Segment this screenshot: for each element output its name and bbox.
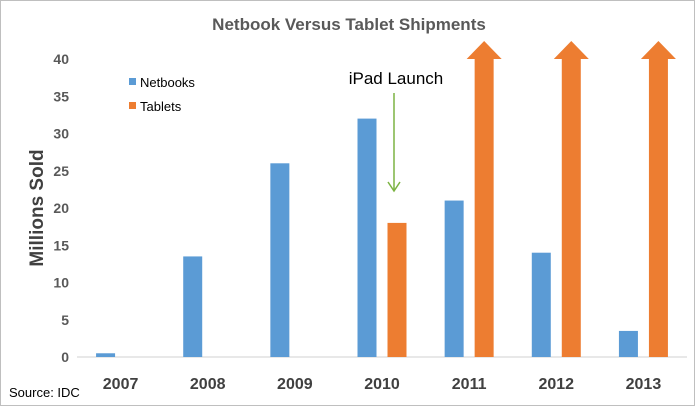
bar-netbooks-2012 bbox=[531, 252, 551, 357]
y-tick-label: 15 bbox=[53, 237, 69, 253]
legend-swatch-tablets bbox=[129, 102, 136, 109]
bar-netbooks-2008 bbox=[183, 256, 203, 357]
y-tick-label: 5 bbox=[61, 312, 69, 328]
x-tick-labels: 2007 2008 2009 2010 2011 2012 2013 bbox=[103, 376, 662, 393]
y-tick-label: 40 bbox=[53, 51, 69, 67]
chart-title: Netbook Versus Tablet Shipments bbox=[212, 15, 486, 34]
x-tick-label: 2008 bbox=[190, 376, 226, 393]
annotation: iPad Launch bbox=[349, 69, 444, 193]
y-tick-label: 20 bbox=[53, 200, 69, 216]
bar-netbooks-2009 bbox=[270, 163, 290, 357]
x-tick-label: 2013 bbox=[626, 376, 662, 393]
y-tick-label: 25 bbox=[53, 163, 69, 179]
y-axis-label: Millions Sold bbox=[27, 149, 48, 266]
annotation-arrow-head bbox=[387, 181, 401, 193]
legend-label-netbooks: Netbooks bbox=[140, 75, 195, 90]
legend-swatch-netbooks bbox=[129, 78, 136, 85]
bar-tablets-2013-arrow bbox=[640, 41, 676, 357]
x-tick-label: 2012 bbox=[538, 376, 574, 393]
bar-netbooks-2010 bbox=[357, 118, 377, 357]
bars bbox=[96, 41, 676, 357]
y-tick-labels: 0 5 10 15 20 25 30 35 40 bbox=[53, 51, 69, 365]
legend: Netbooks Tablets bbox=[129, 75, 195, 114]
y-tick-label: 0 bbox=[61, 349, 69, 365]
y-tick-label: 30 bbox=[53, 126, 69, 142]
bar-tablets-2011-arrow bbox=[466, 41, 502, 357]
bar-netbooks-2013 bbox=[618, 330, 638, 357]
annotation-ipad-launch: iPad Launch bbox=[349, 69, 444, 88]
x-tick-label: 2011 bbox=[452, 376, 487, 393]
y-tick-label: 10 bbox=[53, 275, 69, 291]
bar-tablets-2010 bbox=[387, 222, 407, 357]
x-tick-label: 2009 bbox=[277, 376, 313, 393]
bar-tablets-2012-arrow bbox=[553, 41, 589, 357]
legend-label-tablets: Tablets bbox=[140, 99, 182, 114]
x-tick-label: 2010 bbox=[364, 376, 400, 393]
source-note: Source: IDC bbox=[9, 385, 80, 400]
bar-netbooks-2011 bbox=[444, 200, 464, 357]
bar-netbooks-2007 bbox=[96, 353, 116, 357]
x-tick-label: 2007 bbox=[103, 376, 139, 393]
y-tick-label: 35 bbox=[53, 88, 69, 104]
